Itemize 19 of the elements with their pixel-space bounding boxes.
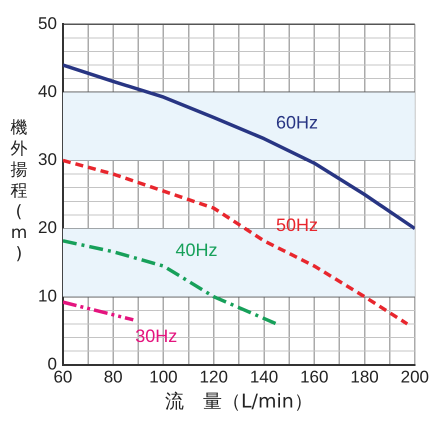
y-tick-label: 40 <box>38 82 57 102</box>
line-series <box>62 239 278 326</box>
series-label: 30Hz <box>135 326 178 346</box>
x-tick-label: 180 <box>350 368 379 387</box>
line-series <box>62 158 410 326</box>
x-tick-label: 160 <box>300 368 328 387</box>
x-tick-label: 100 <box>149 368 178 387</box>
series-label: 60Hz <box>276 112 318 133</box>
y-tick-label: 30 <box>38 150 57 170</box>
y-axis-title: 機外揚程(m) <box>10 118 28 265</box>
series-label: 40Hz <box>175 240 218 260</box>
x-tick-label: 80 <box>104 368 123 387</box>
x-axis-title: 流 量（L/min） <box>164 390 313 413</box>
y-tick-label: 50 <box>38 14 57 33</box>
x-tick-label: 120 <box>200 368 228 387</box>
x-tick-label: 200 <box>400 368 430 387</box>
y-tick-label: 10 <box>38 286 57 306</box>
y-tick-label: 20 <box>38 218 57 238</box>
x-tick-label: 140 <box>250 368 278 387</box>
